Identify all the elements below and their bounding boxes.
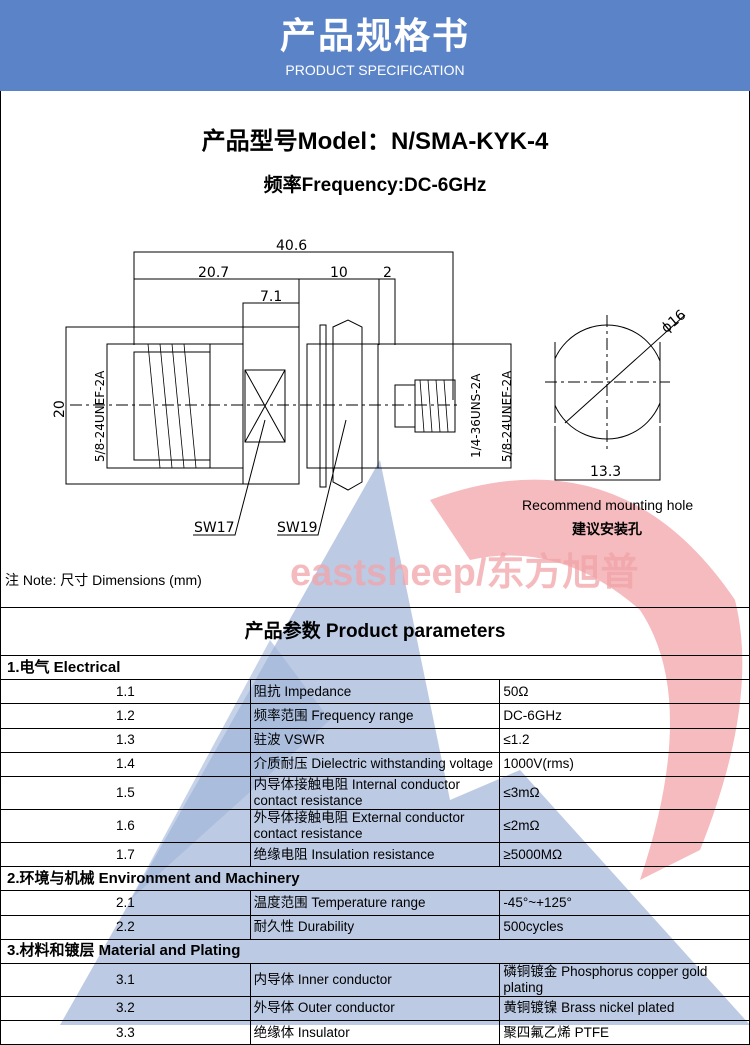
header-subtitle: PRODUCT SPECIFICATION (285, 62, 465, 78)
param-number: 1.6 (0, 808, 251, 843)
param-number: 3.3 (0, 1020, 251, 1045)
thread-right: 5/8-24UNEF-2A (500, 370, 514, 462)
param-value: ≥5000MΩ (499, 841, 750, 868)
section-row: 3.材料和镀层 Material and Plating (0, 938, 750, 964)
param-name: 绝缘电阻 Insulation resistance (249, 841, 501, 868)
mounting-hole-label-en: Recommend mounting hole (522, 497, 694, 513)
param-number: 3.1 (0, 962, 251, 997)
header-banner: 产品规格书 PRODUCT SPECIFICATION (0, 0, 750, 91)
thread-left: 5/8-24UNEF-2A (93, 370, 107, 462)
mounting-hole-label-cn: 建议安装孔 (572, 521, 642, 537)
param-value: DC-6GHz (499, 703, 750, 729)
param-name: 外导体接触电阻 External conductor contact resis… (249, 808, 501, 843)
param-name: 耐久性 Durability (249, 914, 501, 940)
table-row: 1.5 内导体接触电阻 Internal conductor contact re… (0, 775, 750, 810)
table-row: 1.7 绝缘电阻 Insulation resistance ≥5000MΩ (0, 841, 750, 868)
table-row: 1.2 频率范围 Frequency range DC-6GHz (0, 703, 750, 729)
param-name: 阻抗 Impedance (249, 679, 501, 705)
hole-flat: 13.3 (590, 464, 621, 480)
connector-drawing: 40.6 20.7 10 2 7.1 20 5/8-24UNEF-2A 1/4-… (52, 238, 689, 536)
frequency-title: 频率Frequency:DC-6GHz (263, 175, 487, 196)
param-number: 1.2 (0, 703, 251, 729)
table-row: 3.3 绝缘体 Insulator 聚四氟乙烯 PTFE (0, 1020, 750, 1045)
sw19-label: SW19 (277, 520, 318, 536)
param-value: 500cycles (499, 914, 750, 940)
param-name: 频率范围 Frequency range (249, 703, 501, 729)
param-value: 聚四氟乙烯 PTFE (499, 1020, 750, 1045)
param-value: ≤1.2 (499, 727, 750, 753)
param-number: 1.1 (0, 679, 251, 705)
params-title: 产品参数 Product parameters (0, 607, 750, 655)
table-row: 1.6 外导体接触电阻 External conductor contact re… (0, 808, 750, 843)
thread-sma: 1/4-36UNS-2A (469, 373, 483, 458)
param-value: -45°~+125° (499, 890, 750, 916)
table-row: 2.2 耐久性 Durability 500cycles (0, 914, 750, 940)
section-title: 3.材料和镀层 Material and Plating (0, 938, 750, 964)
param-number: 1.5 (0, 775, 251, 810)
dim-height: 20 (52, 400, 68, 418)
param-name: 驻波 VSWR (249, 727, 501, 753)
param-number: 1.7 (0, 841, 251, 868)
table-row: 1.4 介质耐压 Dielectric withstanding voltage 1… (0, 751, 750, 777)
dimensions-note: 注 Note: 尺寸 Dimensions (mm) (5, 572, 202, 588)
section-row: 2.环境与机械 Environment and Machinery (0, 866, 750, 892)
param-number: 3.2 (0, 995, 251, 1022)
param-name: 内导体接触电阻 Internal conductor contact resis… (249, 775, 501, 810)
param-value: 磷铜镀金 Phosphorus copper gold plating (499, 962, 750, 997)
param-name: 介质耐压 Dielectric withstanding voltage (249, 751, 501, 777)
section-title: 2.环境与机械 Environment and Machinery (0, 866, 750, 892)
param-number: 1.3 (0, 727, 251, 753)
hole-diameter: ϕ16 (658, 307, 689, 337)
param-name: 内导体 Inner conductor (249, 962, 501, 997)
table-row: 1.1 阻抗 Impedance 50Ω (0, 679, 750, 705)
param-value: 1000V(rms) (499, 751, 750, 777)
dim-total: 40.6 (276, 238, 307, 254)
table-row: 1.3 驻波 VSWR ≤1.2 (0, 727, 750, 753)
params-table: 1.电气 Electrical 1.1 阻抗 Impedance 50Ω 1.2 频率范围… (0, 654, 750, 1045)
param-name: 绝缘体 Insulator (249, 1020, 501, 1045)
param-value: ≤2mΩ (499, 808, 750, 843)
sw17-label: SW17 (194, 520, 235, 536)
model-title: 产品型号Model：N/SMA-KYK-4 (201, 128, 549, 155)
section-title: 1.电气 Electrical (0, 654, 750, 681)
dim-b: 10 (330, 265, 348, 281)
param-number: 1.4 (0, 751, 251, 777)
table-row: 2.1 温度范围 Temperature range -45°~+125° (0, 890, 750, 916)
table-row: 3.2 外导体 Outer conductor 黄铜镀镍 Brass nickel … (0, 995, 750, 1022)
table-row: 3.1 内导体 Inner conductor 磷铜镀金 Phosphorus co… (0, 962, 750, 997)
param-number: 2.1 (0, 890, 251, 916)
param-number: 2.2 (0, 914, 251, 940)
param-name: 温度范围 Temperature range (249, 890, 501, 916)
param-value: 50Ω (499, 679, 750, 705)
param-value: 黄铜镀镍 Brass nickel plated (499, 995, 750, 1022)
param-value: ≤3mΩ (499, 775, 750, 810)
param-name: 外导体 Outer conductor (249, 995, 501, 1022)
header-title: 产品规格书 (279, 15, 470, 56)
dim-c: 2 (383, 265, 392, 281)
section-row: 1.电气 Electrical (0, 654, 750, 681)
dim-a: 20.7 (198, 265, 229, 281)
dim-d: 7.1 (260, 289, 282, 305)
